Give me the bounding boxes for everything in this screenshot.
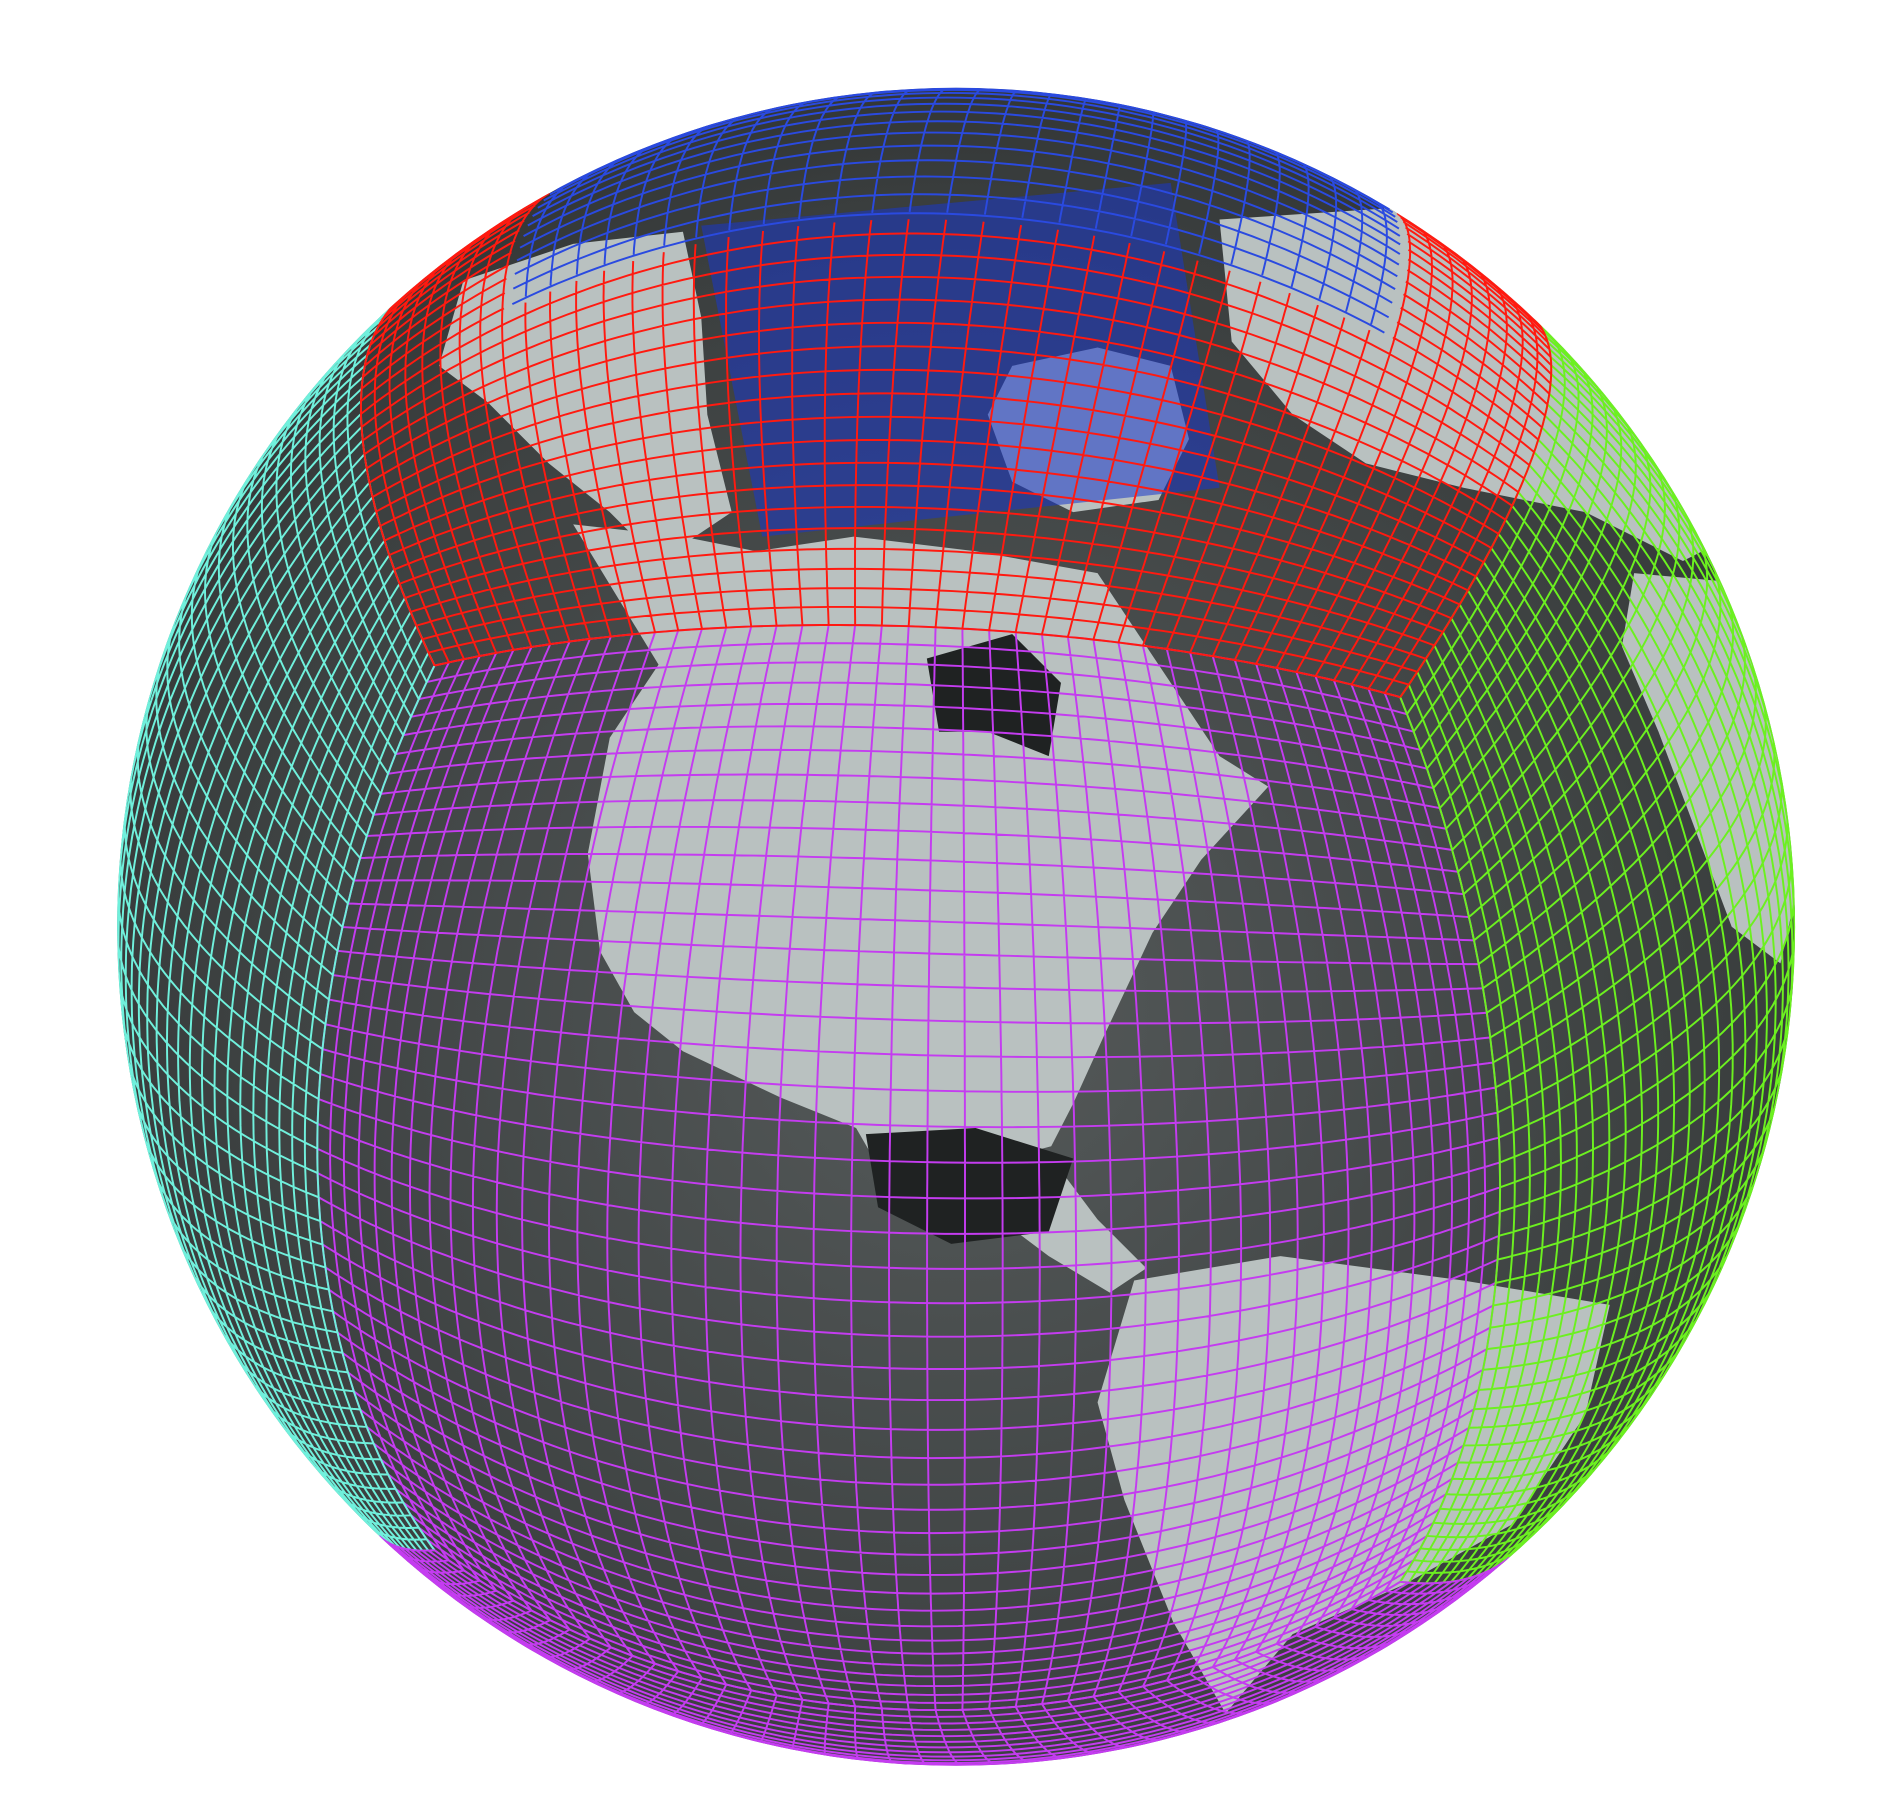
hudson-bay bbox=[926, 634, 1061, 757]
grid-top bbox=[360, 192, 1553, 699]
refined-patch bbox=[701, 182, 1220, 537]
cubed-sphere-grid bbox=[117, 87, 1796, 1766]
north-america bbox=[573, 524, 1269, 1220]
grid-top-refined bbox=[511, 87, 1401, 334]
gulf-of-mexico bbox=[865, 1128, 1074, 1244]
earth bbox=[117, 87, 1796, 1766]
europe bbox=[1219, 207, 1781, 561]
grid-bottom bbox=[378, 1535, 1510, 1766]
inland-water bbox=[865, 634, 1074, 1244]
